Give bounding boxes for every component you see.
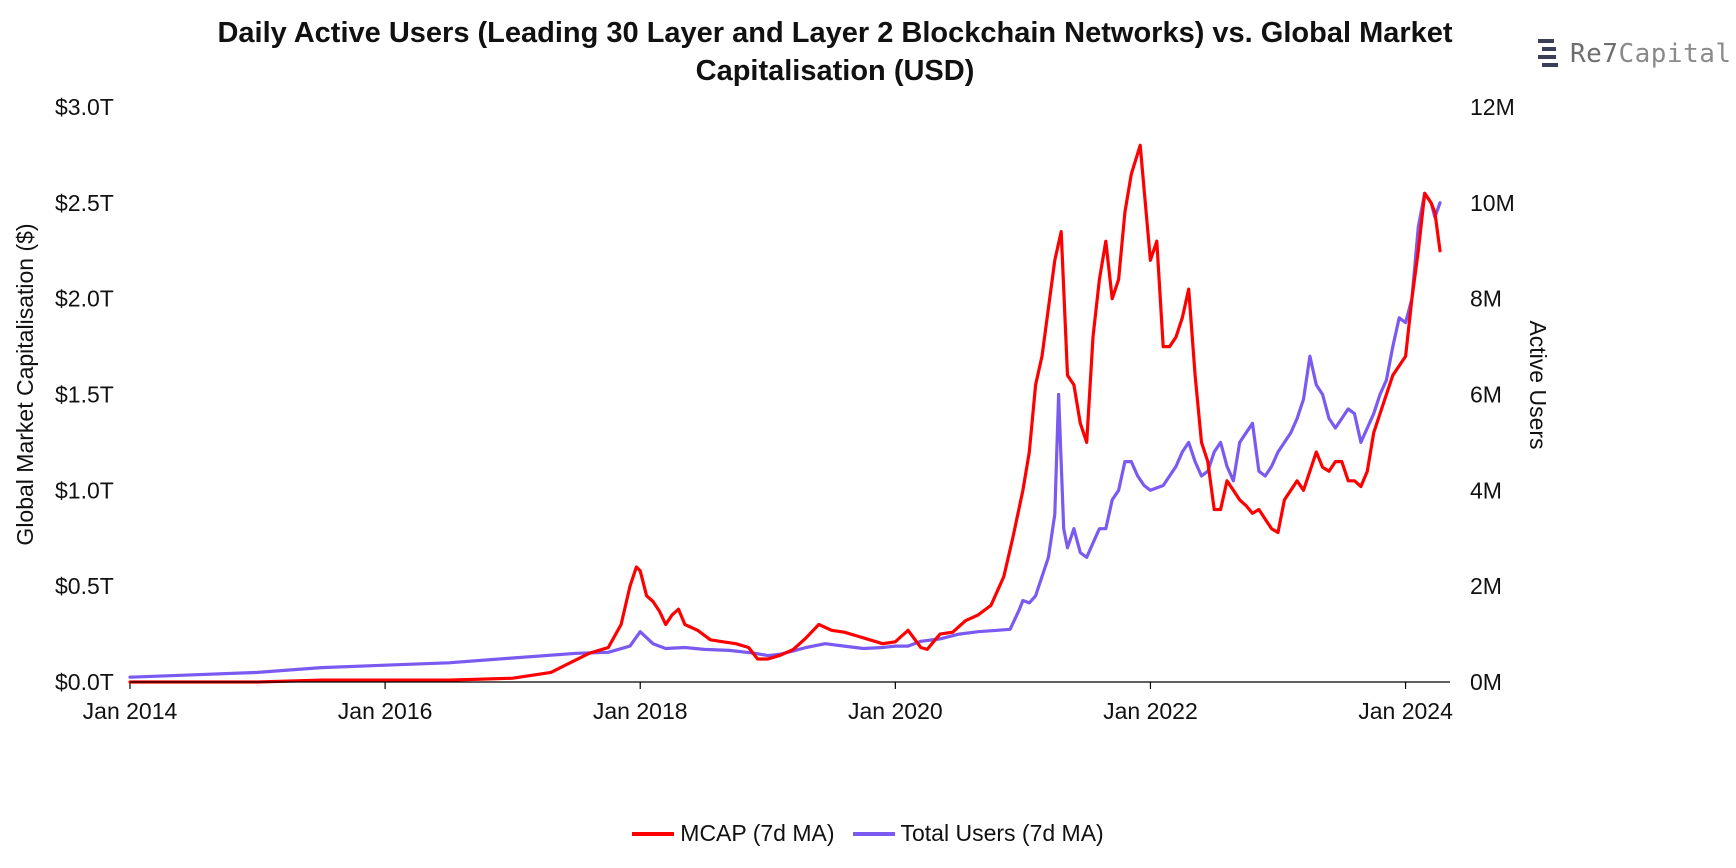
brand-logo: Re7Capital [1538, 34, 1732, 74]
y2-tick-label: 2M [1470, 573, 1502, 599]
legend-item-mcap[interactable]: MCAP (7d MA) [632, 820, 835, 847]
brand-name: Re7Capital [1570, 39, 1732, 69]
y2-tick-label: 10M [1470, 190, 1515, 216]
brand-name-part-b: Capital [1618, 39, 1732, 69]
y2-tick-label: 4M [1470, 477, 1502, 503]
x-tick-label: Jan 2020 [848, 698, 943, 724]
y2-tick-label: 8M [1470, 286, 1502, 312]
legend-label-mcap: MCAP (7d MA) [680, 820, 835, 846]
x-tick-label: Jan 2024 [1358, 698, 1453, 724]
y-tick-label: $0.5T [55, 573, 114, 599]
x-tick-label: Jan 2018 [593, 698, 688, 724]
y-tick-label: $1.5T [55, 382, 114, 408]
y-tick-label: $1.0T [55, 477, 114, 503]
legend-item-users[interactable]: Total Users (7d MA) [852, 820, 1104, 847]
y2-axis-title: Active Users [1525, 320, 1551, 449]
series-line-users [128, 191, 1442, 679]
x-tick-label: Jan 2016 [338, 698, 433, 724]
y-axis-title: Global Market Capitalisation ($) [12, 223, 38, 545]
legend-swatch-mcap [632, 831, 675, 836]
y2-tick-label: 6M [1470, 382, 1502, 408]
y-tick-label: $2.0T [55, 286, 114, 312]
legend-label-users: Total Users (7d MA) [900, 820, 1104, 846]
chart-legend: MCAP (7d MA) Total Users (7d MA) [0, 820, 1736, 847]
y2-tick-label: 12M [1470, 94, 1515, 120]
x-tick-label: Jan 2014 [83, 698, 178, 724]
x-tick-label: Jan 2022 [1103, 698, 1198, 724]
chart-title: Daily Active Users (Leading 30 Layer and… [217, 17, 1453, 87]
y2-tick-label: 0M [1470, 669, 1502, 695]
legend-swatch-users [852, 831, 895, 836]
re7-logo-icon [1538, 39, 1558, 67]
y-tick-label: $0.0T [55, 669, 114, 695]
series-line-mcap [128, 143, 1442, 684]
y-tick-label: $3.0T [55, 94, 114, 120]
y-tick-label: $2.5T [55, 190, 114, 216]
brand-name-part-a: Re7 [1570, 39, 1619, 69]
